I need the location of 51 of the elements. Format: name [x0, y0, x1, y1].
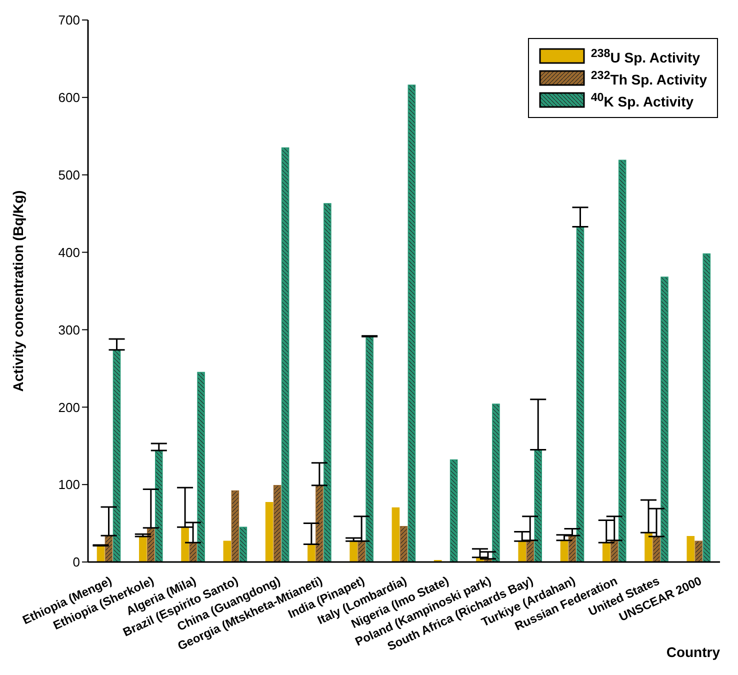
bar [492, 404, 500, 562]
bar [702, 253, 711, 562]
bar [350, 540, 358, 562]
bar [560, 540, 568, 562]
y-tick-label: 100 [58, 477, 80, 492]
bar [534, 449, 542, 562]
bar [147, 528, 155, 562]
bar [223, 540, 232, 562]
bar [526, 540, 534, 562]
bar [652, 536, 660, 562]
bar [408, 84, 416, 562]
bar [602, 542, 610, 562]
bar [694, 540, 703, 562]
bar [660, 276, 668, 562]
y-tick-label: 200 [58, 400, 80, 415]
bar [239, 526, 248, 562]
bar [400, 526, 408, 562]
bar [139, 536, 147, 562]
y-tick-label: 600 [58, 90, 80, 106]
bar [273, 484, 282, 562]
y-tick-label: 300 [58, 322, 80, 338]
bar [576, 226, 584, 562]
bar [308, 544, 316, 562]
bar [686, 536, 695, 562]
y-tick-label: 0 [72, 554, 80, 570]
bar [231, 490, 240, 562]
x-axis-title: Country [666, 644, 720, 660]
y-axis-title: Activity concentration (Bq/Kg) [10, 190, 26, 392]
bar [197, 372, 205, 562]
y-tick-label: 400 [58, 244, 80, 260]
bar [112, 349, 121, 562]
bar [324, 203, 332, 562]
bar [366, 336, 374, 562]
bar [358, 540, 366, 562]
bar [610, 540, 618, 562]
bar [518, 540, 526, 562]
bar [316, 484, 324, 562]
bar [265, 502, 274, 562]
bar [189, 542, 197, 562]
bar [392, 507, 400, 562]
bar [644, 532, 652, 562]
legend-label: $^{232}$Th Sp. Activity [590, 68, 707, 88]
legend-label: $^{238}$U Sp. Activity [590, 46, 700, 66]
y-tick-label: 500 [58, 167, 80, 182]
legend-label: $^{40}$K Sp. Activity [590, 90, 694, 110]
bar [450, 459, 458, 562]
bar [618, 160, 626, 562]
bar [155, 450, 163, 562]
y-tick-label: 700 [58, 12, 80, 28]
bar [181, 526, 189, 562]
bar [281, 147, 290, 562]
